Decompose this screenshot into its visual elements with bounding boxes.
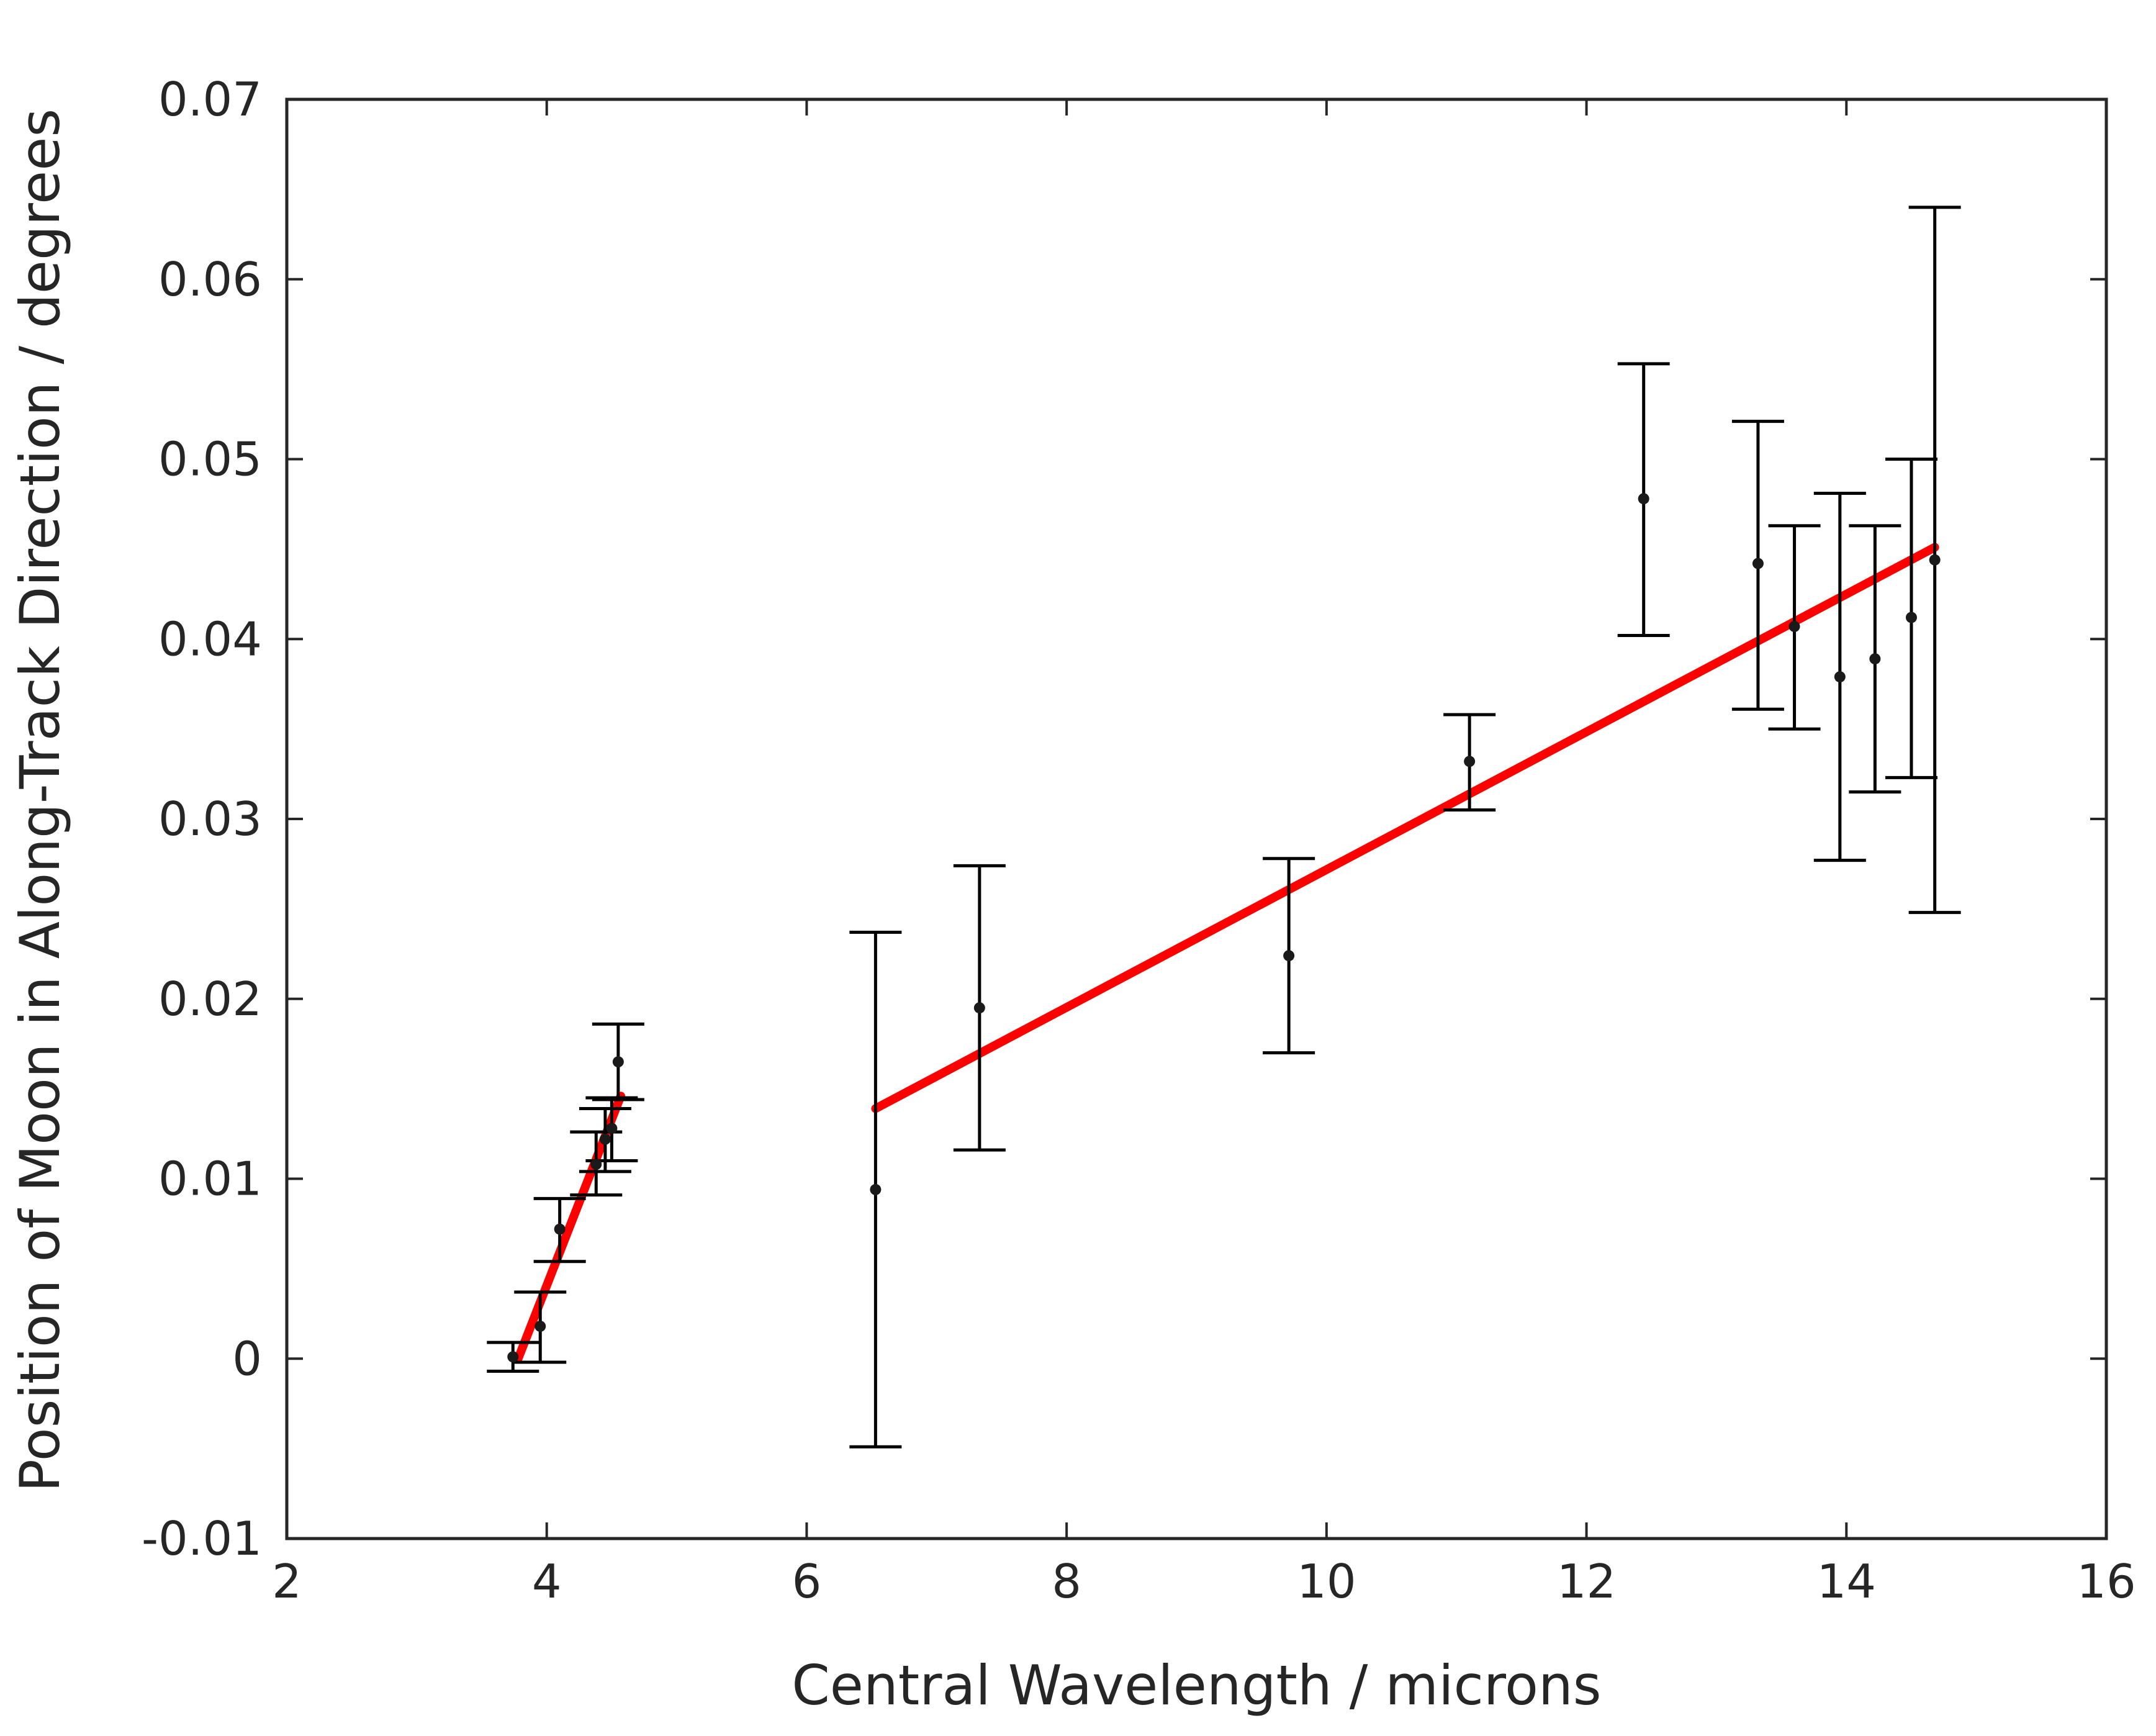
y-tick-label: 0.02 [158, 972, 262, 1026]
data-point [554, 1223, 566, 1235]
x-tick-label: 16 [2077, 1554, 2136, 1609]
x-tick-label: 12 [1557, 1554, 1616, 1609]
x-tick-label: 8 [1052, 1554, 1081, 1609]
y-tick-label: 0 [232, 1331, 262, 1386]
data-point [1464, 756, 1476, 767]
data-point [1752, 558, 1764, 569]
y-tick-label: 0.04 [158, 612, 262, 666]
data-point [1869, 653, 1881, 665]
data-points [507, 493, 1941, 1363]
y-tick-label: 0.06 [158, 252, 262, 307]
data-point [1929, 554, 1941, 566]
data-point [507, 1351, 519, 1363]
x-tick-label: 4 [532, 1554, 562, 1609]
data-point [590, 1159, 602, 1170]
y-tick-label: 0.05 [158, 432, 262, 487]
y-tick-labels: -0.01 0 0.01 0.02 0.03 0.04 0.05 0.06 0.07 [142, 72, 262, 1566]
axes-box [285, 97, 2108, 1540]
x-tick-label: 10 [1297, 1554, 1356, 1609]
data-point [973, 1002, 985, 1014]
x-axis-label: Central Wavelength / microns [792, 1653, 1601, 1717]
data-point [870, 1183, 882, 1195]
y-tick-label: 0.03 [158, 792, 262, 846]
x-tick-label: 14 [1817, 1554, 1876, 1609]
data-point [1905, 612, 1917, 623]
data-point [1283, 950, 1295, 962]
data-point [1834, 671, 1846, 683]
data-point [599, 1133, 611, 1145]
y-tick-label: -0.01 [142, 1511, 262, 1566]
y-axis-label: Position of Moon in Along-Track Directio… [8, 109, 72, 1492]
y-tick-label: 0.01 [158, 1152, 262, 1206]
data-point [1638, 493, 1649, 505]
data-point [534, 1321, 546, 1332]
y-tick-label: 0.07 [158, 72, 262, 127]
x-tick-label: 6 [792, 1554, 822, 1609]
data-point [606, 1123, 618, 1134]
x-tick-label: 2 [272, 1554, 302, 1609]
x-tick-labels: 2 4 6 8 10 12 14 16 [272, 1554, 2136, 1609]
data-point [612, 1056, 624, 1068]
data-point [1788, 620, 1800, 632]
plot-area [287, 99, 2106, 1539]
